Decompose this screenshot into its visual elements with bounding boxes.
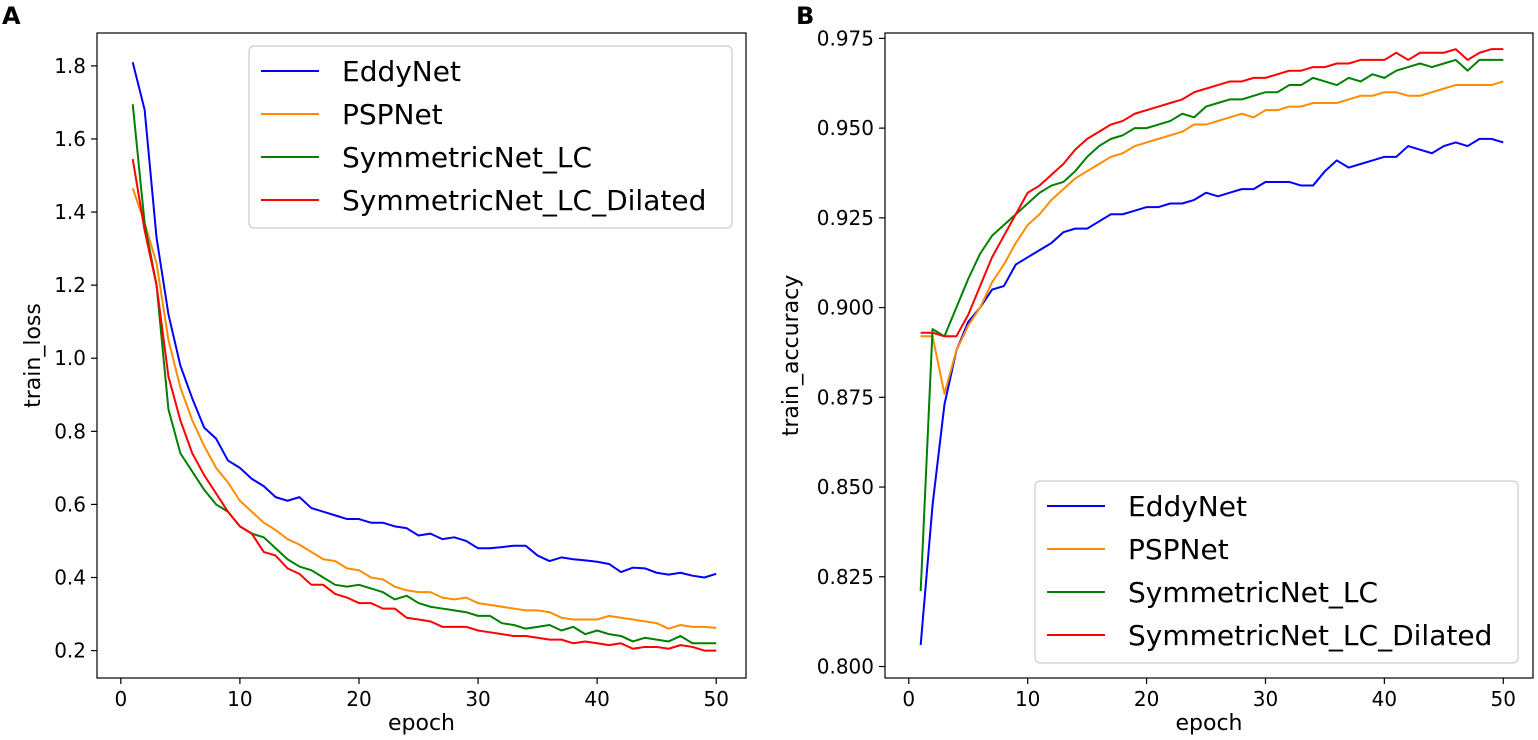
y-tick-label: 0.4 bbox=[54, 566, 86, 590]
axes-frame bbox=[884, 32, 1534, 679]
y-tick-label: 1.8 bbox=[54, 54, 86, 78]
y-tick-label: 1.0 bbox=[54, 346, 86, 370]
y-tick-label: 0.875 bbox=[817, 385, 874, 409]
legend-label-symmetricnet-lc-dilated: SymmetricNet_LC_Dilated bbox=[342, 184, 706, 217]
legend-label-pspnet: PSPNet bbox=[342, 98, 443, 131]
x-tick-label: 40 bbox=[1372, 687, 1397, 711]
series-line-eddynet bbox=[131, 61, 717, 579]
y-tick-label: 0.6 bbox=[54, 492, 86, 516]
y-tick-label: 0.825 bbox=[817, 565, 874, 589]
panel-b: B 0 10 20 30 40 50 0.800 0.825 0.850 0.875 0.900 0.9… bbox=[779, 2, 1534, 736]
series-line-eddynet bbox=[919, 137, 1504, 646]
y-tick-label: 0.2 bbox=[54, 639, 86, 663]
x-tick-label: 20 bbox=[1134, 687, 1159, 711]
legend-label-eddynet: EddyNet bbox=[342, 55, 461, 88]
y-tick-label: 0.850 bbox=[817, 475, 874, 499]
legend-label-symmetricnet-lc: SymmetricNet_LC bbox=[342, 141, 592, 174]
x-tick-label: 30 bbox=[1253, 687, 1278, 711]
legend-box bbox=[248, 45, 733, 229]
y-tick-label: 0.800 bbox=[817, 655, 874, 679]
y-tick-label: 0.950 bbox=[817, 116, 874, 140]
series-group bbox=[131, 61, 717, 652]
x-axis-label: epoch bbox=[1176, 711, 1243, 736]
y-tick-label: 0.8 bbox=[54, 419, 86, 443]
series-line-pspnet bbox=[920, 80, 1504, 395]
series-line-symmetricnet-lc-dilated bbox=[131, 158, 717, 652]
y-axis-label: train_loss bbox=[21, 303, 46, 408]
legend: EddyNet PSPNet SymmetricNet_LC SymmetricNet… bbox=[248, 45, 733, 229]
legend-label-eddynet: EddyNet bbox=[1128, 490, 1247, 523]
panel-letter-b: B bbox=[796, 2, 814, 30]
y-tick-label: 1.2 bbox=[54, 273, 86, 297]
series-group bbox=[919, 48, 1504, 646]
x-tick-label: 0 bbox=[902, 687, 915, 711]
y-tick-label: 1.6 bbox=[54, 127, 86, 151]
x-tick-label: 10 bbox=[1015, 687, 1040, 711]
panel-a: A 0 10 20 30 40 50 0.2 0.4 0.6 0.8 1.0 1.2 1.4 1.6 1.8 e… bbox=[2, 2, 747, 736]
y-tick-label: 0.975 bbox=[817, 26, 874, 50]
legend-label-symmetricnet-lc-dilated: SymmetricNet_LC_Dilated bbox=[1128, 619, 1492, 652]
legend-label-pspnet: PSPNet bbox=[1128, 533, 1229, 566]
x-tick-label: 40 bbox=[584, 687, 609, 711]
x-tick-label: 50 bbox=[704, 687, 729, 711]
x-tick-label: 10 bbox=[227, 687, 252, 711]
panel-letter-a: A bbox=[2, 2, 21, 30]
series-line-pspnet bbox=[131, 187, 717, 630]
y-tick-label: 0.900 bbox=[817, 296, 874, 320]
series-line-symmetricnet-lc-dilated bbox=[920, 48, 1504, 338]
y-tick-label: 1.4 bbox=[54, 200, 86, 224]
x-tick-label: 50 bbox=[1491, 687, 1516, 711]
x-axis-label: epoch bbox=[388, 711, 455, 736]
x-tick-label: 0 bbox=[114, 687, 127, 711]
y-axis-label: train_accuracy bbox=[779, 275, 804, 436]
x-tick-label: 20 bbox=[346, 687, 371, 711]
x-tick-label: 30 bbox=[465, 687, 490, 711]
axes-frame bbox=[96, 32, 747, 679]
legend-label-symmetricnet-lc: SymmetricNet_LC bbox=[1128, 576, 1378, 609]
y-tick-label: 0.925 bbox=[817, 206, 874, 230]
legend: EddyNet PSPNet SymmetricNet_LC SymmetricNet… bbox=[1034, 480, 1519, 664]
legend-box bbox=[1034, 480, 1519, 664]
